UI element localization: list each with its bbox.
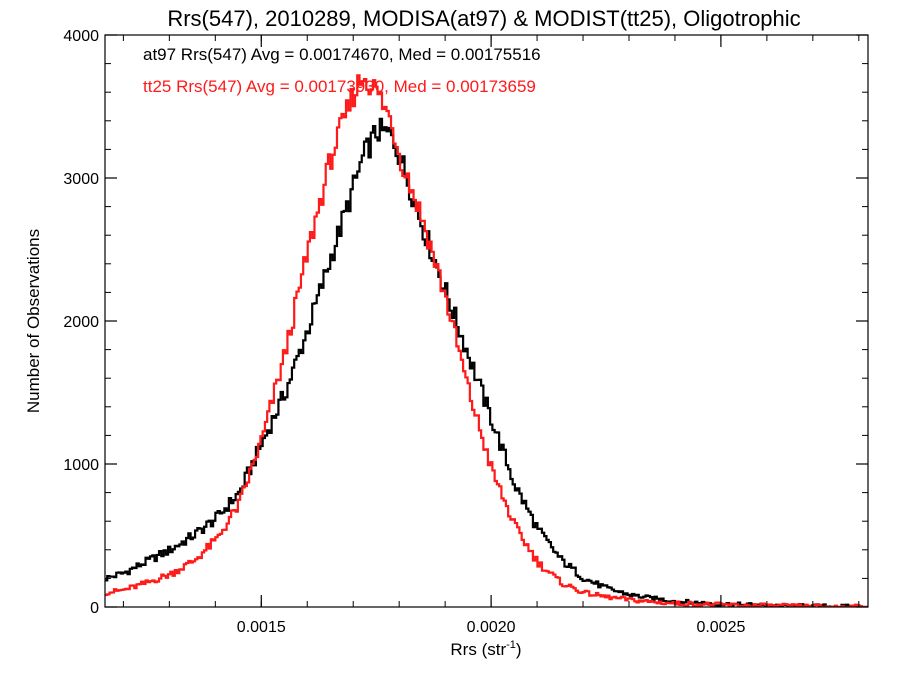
y-axis-label: Number of Observations	[24, 229, 43, 413]
x-axis-label-main: Rrs (str	[450, 640, 506, 659]
x-tick-label: 0.0025	[696, 619, 745, 636]
x-tick-label: 0.0020	[467, 619, 516, 636]
y-tick-label: 3000	[63, 171, 99, 188]
y-tick-label: 0	[90, 600, 99, 617]
x-axis-label-close: )	[516, 640, 522, 659]
chart-title: Rrs(547), 2010289, MODISA(at97) & MODIST…	[167, 6, 800, 31]
x-axis-label-sup: -1	[506, 639, 516, 651]
x-tick-label: 0.0015	[237, 619, 286, 636]
y-tick-label: 2000	[63, 314, 99, 331]
y-tick-label: 4000	[63, 28, 99, 45]
annotation-at97: at97 Rrs(547) Avg = 0.00174670, Med = 0.…	[143, 45, 541, 64]
series-tt25-line	[105, 74, 868, 607]
plot-frame	[104, 34, 869, 608]
annotation-tt25: tt25 Rrs(547) Avg = 0.00173930, Med = 0.…	[143, 77, 536, 96]
y-tick-label: 1000	[63, 457, 99, 474]
x-axis-label: Rrs (str-1)	[450, 639, 521, 659]
